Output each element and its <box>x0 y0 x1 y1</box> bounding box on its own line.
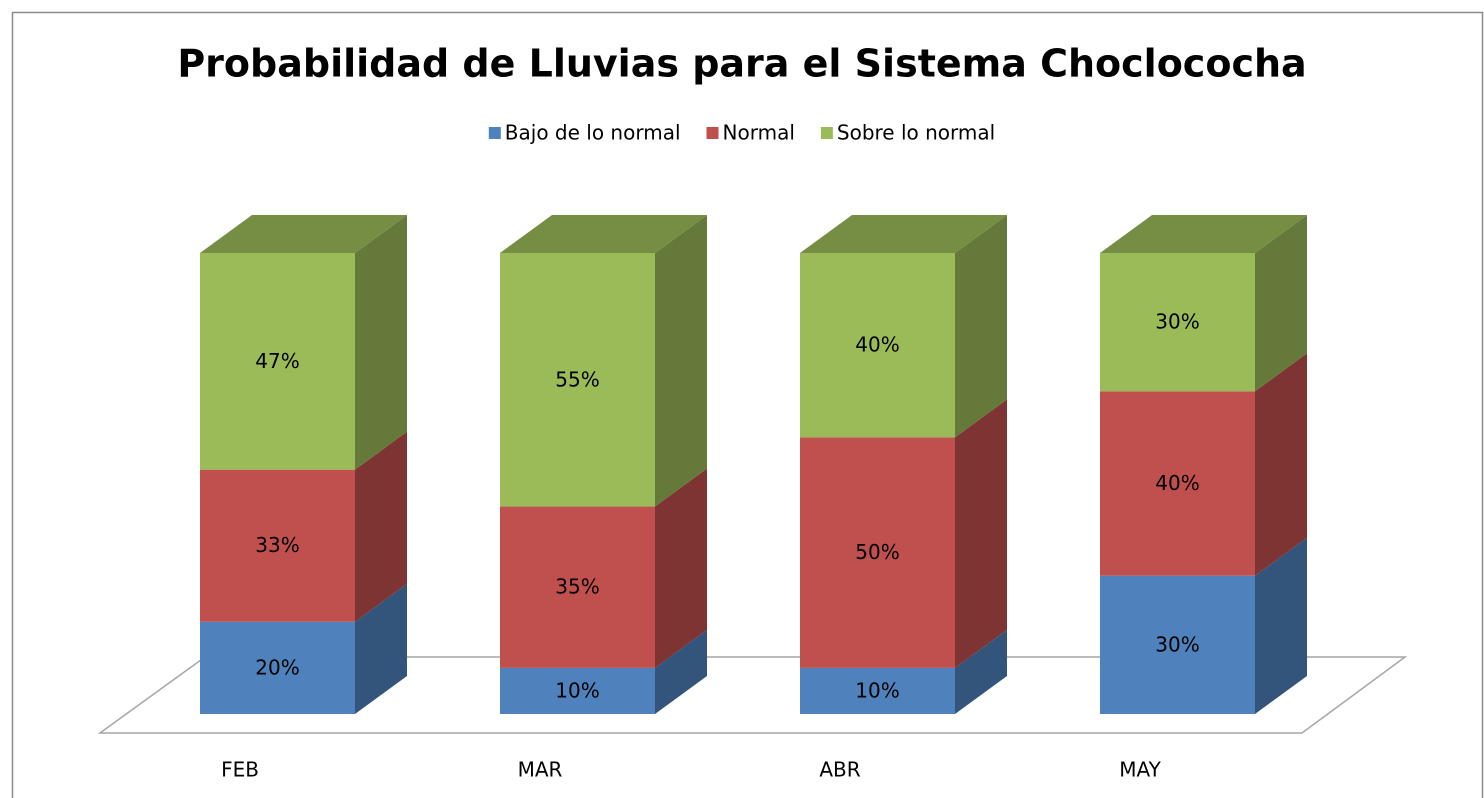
bar-side <box>955 399 1007 668</box>
bar-segment <box>1100 253 1255 392</box>
bar-side <box>1255 353 1307 576</box>
value-label: 33% <box>255 533 299 557</box>
bar-side <box>1255 537 1307 714</box>
bar-top <box>500 215 707 253</box>
bar-side <box>655 215 707 507</box>
bar-side <box>955 629 1007 714</box>
bar-side <box>355 215 407 470</box>
bar-top <box>1100 215 1307 253</box>
bar-side <box>655 629 707 714</box>
bar-segment <box>500 506 655 668</box>
value-label: 50% <box>855 540 899 564</box>
value-label: 40% <box>855 333 899 357</box>
value-label: 10% <box>555 678 599 702</box>
bar-side <box>1255 215 1307 392</box>
bar-segment <box>500 253 655 507</box>
x-tick-label: FEB <box>221 758 259 782</box>
bar-segment <box>200 621 355 714</box>
legend-text: Normal <box>723 121 795 145</box>
value-label: 30% <box>1155 310 1199 334</box>
bar-side <box>655 468 707 668</box>
legend-swatch <box>706 127 719 139</box>
value-label: 20% <box>255 655 299 679</box>
bar-side <box>955 215 1007 438</box>
value-label: 40% <box>1155 471 1199 495</box>
value-label: 47% <box>255 349 299 373</box>
bar-segment <box>800 253 955 438</box>
x-tick-label: MAR <box>518 758 563 782</box>
legend-text: Sobre lo normal <box>837 121 995 145</box>
legend: Bajo de lo normal Normal Sobre lo normal <box>488 121 995 145</box>
bar-side <box>355 431 407 622</box>
legend-text: Bajo de lo normal <box>505 121 681 145</box>
bar-segment <box>800 437 955 668</box>
bar-top <box>200 215 407 253</box>
bar-segment <box>200 469 355 622</box>
x-tick-label: ABR <box>819 758 860 782</box>
bar-segment <box>200 253 355 470</box>
bar-segment <box>1100 575 1255 714</box>
value-label: 10% <box>855 678 899 702</box>
bar-top <box>800 215 1007 253</box>
bar-segment <box>1100 391 1255 576</box>
bar-segment <box>500 667 655 714</box>
value-label: 35% <box>555 575 599 599</box>
value-label: 30% <box>1155 632 1199 656</box>
x-tick-label: MAY <box>1119 758 1161 782</box>
legend-swatch <box>820 127 833 139</box>
bar-segment <box>800 667 955 714</box>
value-label: 55% <box>555 367 599 391</box>
bar-side <box>355 583 407 714</box>
legend-swatch <box>488 127 501 139</box>
chart-title: Probabilidad de Lluvias para el Sistema … <box>177 42 1306 86</box>
floor <box>97 656 1408 734</box>
